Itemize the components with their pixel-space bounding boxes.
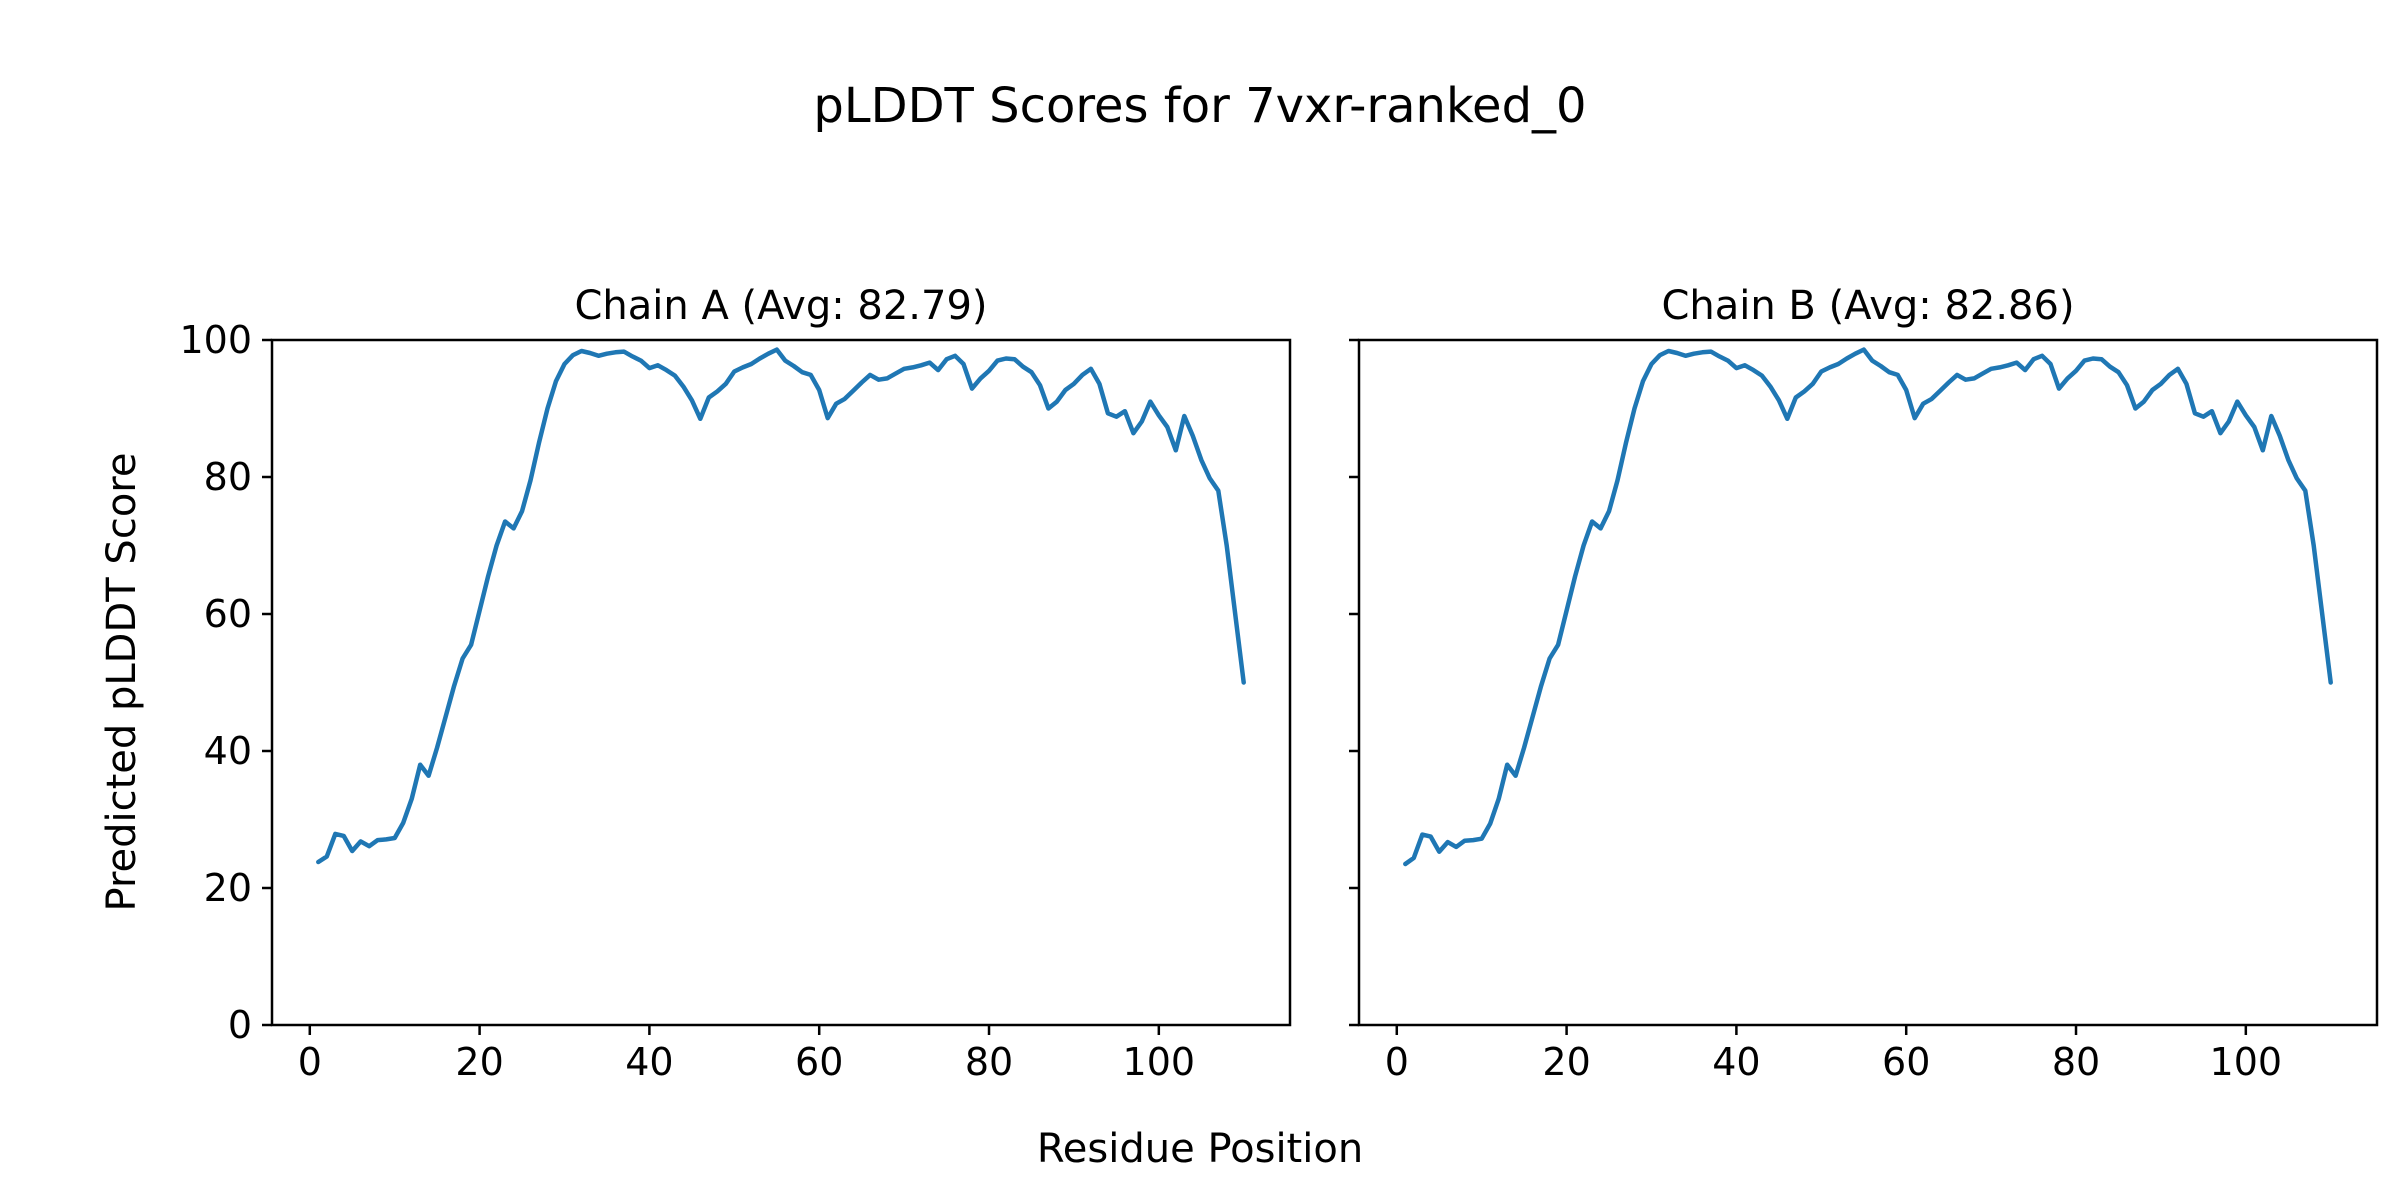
chain-a-title: Chain A (Avg: 82.79) [574, 283, 988, 329]
y-tick-label: 20 [204, 866, 252, 910]
x-tick-label: 80 [2052, 1040, 2100, 1084]
plddt-line [316, 347, 1246, 865]
x-tick-label: 80 [965, 1040, 1013, 1084]
plot-spines [270, 338, 1292, 1027]
x-tick-label: 60 [1882, 1040, 1930, 1084]
x-tick-label: 0 [1385, 1040, 1409, 1084]
x-tick-label: 40 [1712, 1040, 1760, 1084]
x-axis-label: Residue Position [1036, 1126, 1364, 1172]
plot-spines [1357, 338, 2379, 1027]
chain-b-plot: 0 20 40 60 80 100 [1349, 338, 2379, 1084]
figure-title: pLDDT Scores for 7vxr-ranked_0 [813, 78, 1587, 134]
x-tick-label: 60 [795, 1040, 843, 1084]
x-tick-label: 20 [455, 1040, 503, 1084]
chain-a-plot: 0 20 40 60 80 100 0 20 40 60 80 100 [179, 318, 1292, 1084]
x-tick-label: 0 [298, 1040, 322, 1084]
x-tick-label: 100 [2210, 1040, 2283, 1084]
x-tick-label: 20 [1542, 1040, 1590, 1084]
plot-canvas: 0 20 40 60 80 100 [1349, 338, 2379, 1084]
x-tick-label: 40 [625, 1040, 673, 1084]
chain-b-title: Chain B (Avg: 82.86) [1661, 283, 2075, 329]
y-tick-label: 0 [228, 1003, 252, 1047]
y-tick-label: 80 [204, 455, 252, 499]
y-axis-label-text: Predicted pLDDT Score [99, 452, 145, 912]
plddt-line [1403, 347, 2333, 867]
y-tick-label: 40 [204, 729, 252, 773]
x-tick-label: 100 [1123, 1040, 1196, 1084]
y-tick-label: 60 [204, 592, 252, 636]
y-tick-label: 100 [179, 318, 252, 362]
plot-canvas: 0 20 40 60 80 100 0 20 40 60 80 100 [179, 318, 1292, 1084]
